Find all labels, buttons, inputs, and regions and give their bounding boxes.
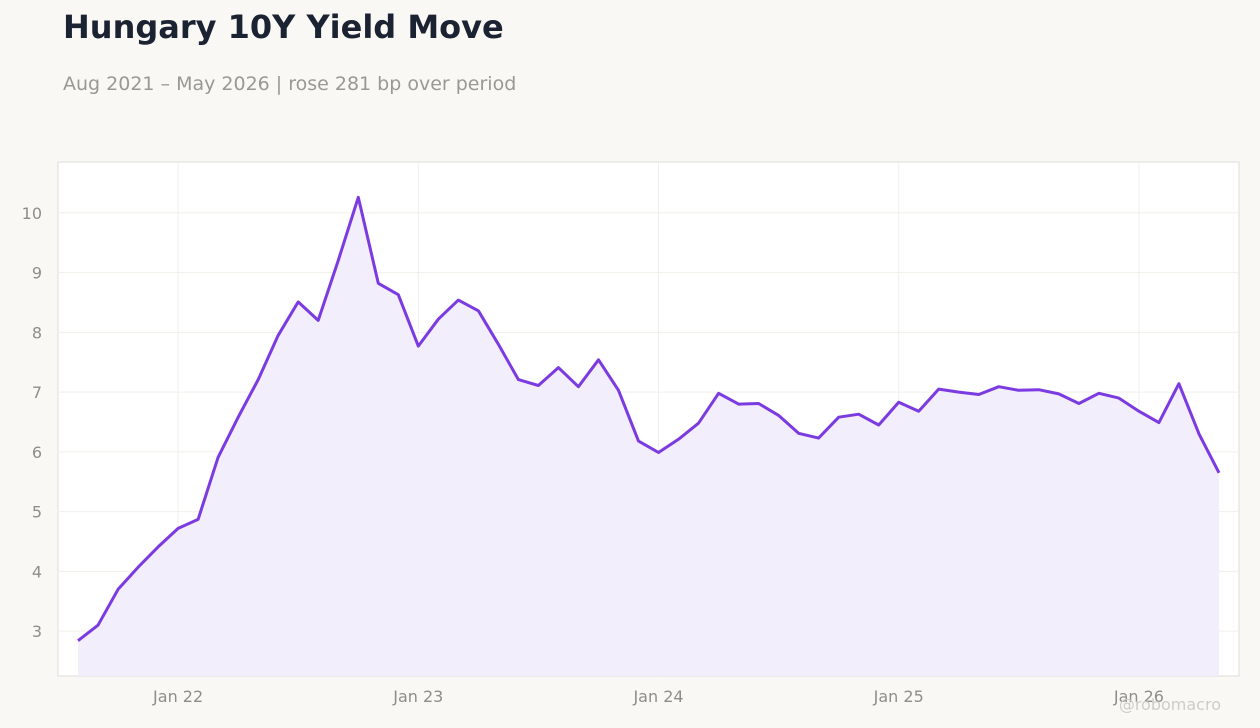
y-tick-label: 6: [32, 443, 42, 462]
x-tick-label: Jan 23: [392, 687, 443, 706]
chart-title: Hungary 10Y Yield Move: [63, 8, 504, 46]
y-axis: 3 4 5 6 7 8 9 10: [22, 204, 42, 641]
yield-line: [77, 195, 1221, 642]
chart-subtitle: Aug 2021 – May 2026 | rose 281 bp over p…: [63, 73, 517, 95]
watermark-text: @robomacro: [1119, 695, 1221, 714]
x-tick-label: Jan 24: [632, 687, 683, 706]
x-tick-label: Jan 26: [1113, 687, 1164, 706]
x-tick-label: Jan 22: [152, 687, 203, 706]
y-tick-label: 4: [32, 562, 42, 581]
y-tick-label: 7: [32, 383, 42, 402]
y-tick-label: 3: [32, 622, 42, 641]
y-tick-label: 8: [32, 323, 42, 342]
x-tick-label: Jan 25: [873, 687, 924, 706]
x-axis: Jan 22 Jan 23 Jan 24 Jan 25 Jan 26: [152, 687, 1164, 706]
y-tick-label: 9: [32, 264, 42, 283]
y-tick-label: 5: [32, 503, 42, 522]
y-tick-label: 10: [22, 204, 42, 223]
yield-area-fill: [78, 197, 1219, 677]
